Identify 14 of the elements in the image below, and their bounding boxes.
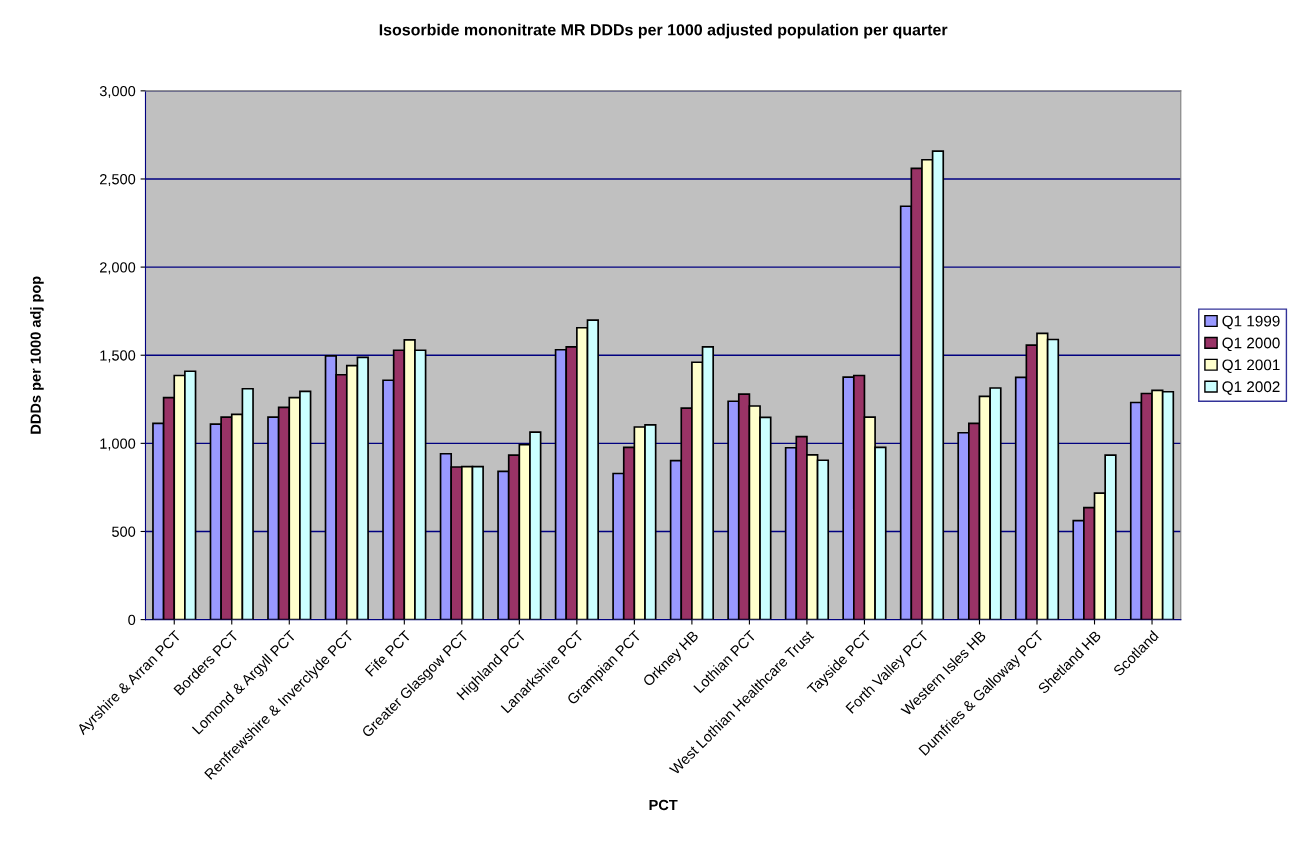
y-tick-label: 2,500 (100, 174, 136, 187)
legend-label: Q1 2000 (1222, 337, 1280, 352)
x-axis-title: PCT (649, 799, 678, 811)
y-axis-title: DDDs per 1000 adj pop (30, 276, 44, 434)
y-tick-label: 1,000 (100, 438, 136, 451)
y-tick-label: 0 (128, 614, 136, 626)
y-tick-label: 3,000 (99, 85, 136, 98)
y-tick-label: 1,500 (100, 350, 136, 363)
legend-label: Q1 2001 (1222, 359, 1280, 373)
legend-label: Q1 2002 (1222, 381, 1280, 395)
y-tick-label: 500 (112, 526, 136, 537)
y-tick-label: 2,000 (100, 262, 136, 275)
chart-title: Isosorbide mononitrate MR DDDs per 1000 adjusted population per quarter (379, 23, 948, 39)
legend-label: Q1 1999 (1222, 315, 1280, 330)
